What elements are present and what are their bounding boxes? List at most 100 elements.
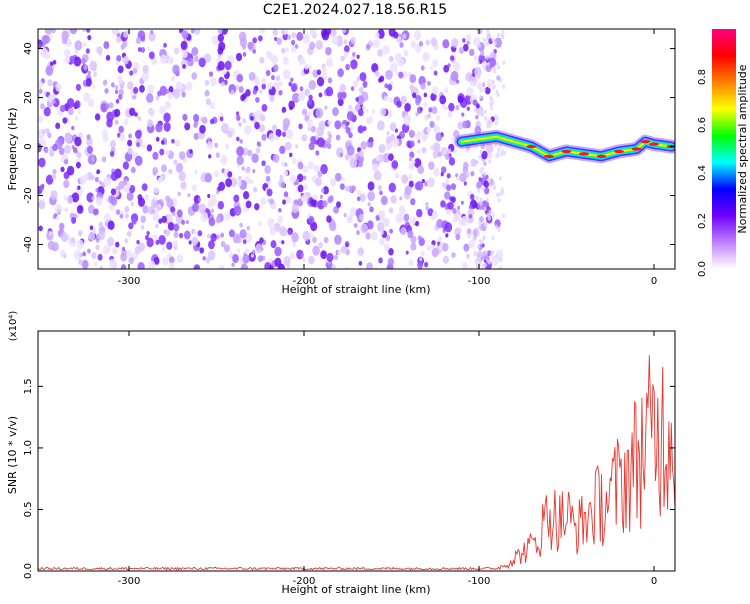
noise-blob — [399, 42, 404, 48]
noise-blob — [75, 116, 79, 121]
noise-blob — [479, 94, 483, 100]
colorbar-label: Normalized spectral amplitude — [736, 64, 749, 233]
noise-blob — [488, 159, 492, 164]
noise-blob — [64, 133, 73, 144]
noise-blob — [146, 237, 154, 248]
noise-blob — [357, 108, 364, 117]
noise-blob — [235, 111, 240, 116]
noise-blob — [340, 245, 347, 254]
noise-blob — [433, 70, 438, 76]
noise-blob — [142, 64, 149, 74]
noise-blob — [193, 113, 200, 122]
noise-blob — [193, 194, 201, 204]
noise-blob — [409, 140, 415, 148]
noise-blob — [344, 45, 350, 53]
noise-blob — [52, 168, 57, 175]
noise-blob — [373, 38, 381, 49]
noise-blob — [99, 187, 104, 193]
noise-blob — [380, 195, 388, 206]
noise-blob — [217, 201, 225, 210]
noise-blob — [97, 230, 106, 241]
noise-blob — [426, 126, 432, 133]
noise-blob — [302, 230, 311, 241]
y-tick-label: -20 — [23, 187, 34, 203]
noise-blob — [124, 213, 129, 219]
noise-blob — [430, 92, 437, 102]
noise-blob — [191, 46, 199, 57]
noise-blob — [417, 139, 421, 144]
noise-blob — [437, 151, 442, 158]
noise-blob — [495, 153, 499, 159]
noise-blob — [324, 105, 328, 110]
noise-blob — [308, 142, 315, 151]
noise-blob — [252, 49, 257, 54]
noise-blob — [281, 240, 285, 245]
noise-blob — [168, 168, 173, 175]
noise-blob — [307, 127, 311, 132]
noise-blob — [122, 161, 130, 170]
noise-blob — [383, 218, 390, 227]
x-tick-label: -300 — [118, 576, 141, 587]
noise-blob — [208, 217, 216, 227]
noise-blob — [217, 46, 224, 55]
noise-blob — [220, 241, 226, 248]
noise-blob — [366, 262, 373, 269]
y-tick-label: 1.5 — [23, 378, 34, 394]
noise-blob — [238, 31, 247, 42]
noise-blob — [484, 187, 490, 195]
noise-blob — [108, 102, 114, 109]
noise-blob — [308, 94, 313, 101]
noise-blob — [224, 212, 231, 221]
noise-blob — [272, 153, 280, 163]
noise-blob — [479, 201, 483, 206]
noise-blob — [294, 44, 299, 49]
noise-blob — [451, 207, 457, 214]
noise-blob — [117, 75, 123, 83]
noise-blob — [140, 47, 146, 53]
noise-blob — [371, 109, 376, 114]
noise-blob — [137, 47, 142, 52]
noise-blob — [167, 222, 175, 231]
noise-blob — [252, 88, 258, 95]
noise-blob — [451, 38, 459, 48]
noise-blob — [274, 257, 282, 268]
noise-blob — [159, 148, 165, 156]
noise-blob — [77, 230, 83, 237]
noise-blob — [415, 180, 424, 191]
noise-blob — [146, 230, 150, 236]
noise-blob — [415, 132, 421, 140]
noise-blob — [258, 124, 266, 133]
noise-blob — [242, 239, 247, 245]
noise-blob — [388, 248, 394, 256]
noise-blob — [164, 229, 171, 237]
noise-blob — [168, 85, 174, 93]
noise-blob — [424, 261, 429, 268]
noise-blob — [159, 105, 167, 115]
noise-blob — [492, 66, 496, 71]
noise-blob — [221, 81, 225, 87]
noise-blob — [67, 107, 74, 116]
noise-blob — [436, 218, 444, 229]
noise-blob — [102, 133, 109, 143]
noise-blob — [128, 133, 133, 139]
noise-blob — [432, 86, 439, 95]
noise-blob — [490, 101, 494, 106]
noise-blob — [408, 173, 413, 179]
noise-blob — [78, 131, 83, 137]
noise-blob — [244, 232, 253, 244]
noise-blob — [358, 160, 363, 168]
noise-blob — [426, 244, 432, 252]
noise-blob — [334, 120, 342, 130]
noise-blob — [247, 41, 254, 50]
noise-blob — [252, 249, 256, 254]
noise-blob — [63, 195, 67, 201]
noise-blob — [484, 115, 488, 121]
noise-blob — [119, 213, 124, 219]
noise-blob — [440, 172, 444, 177]
noise-blob — [278, 80, 284, 87]
noise-blob — [281, 106, 287, 113]
noise-blob — [478, 221, 482, 226]
noise-blob — [462, 161, 469, 170]
noise-blob — [236, 155, 244, 166]
noise-blob — [176, 209, 183, 218]
